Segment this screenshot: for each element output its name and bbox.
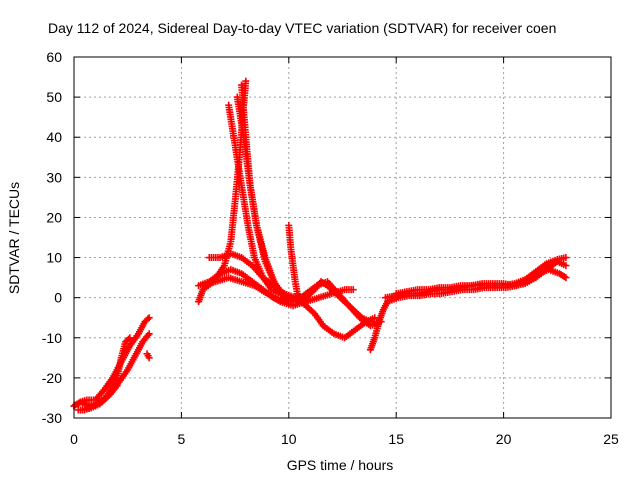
plus-markers — [392, 258, 570, 298]
series-spike-10 — [285, 221, 306, 306]
x-axis-label: GPS time / hours — [287, 457, 394, 473]
y-tick-label: 30 — [46, 169, 62, 185]
y-tick-label: -10 — [42, 330, 62, 346]
plus-markers — [238, 81, 297, 306]
x-tick-label: 20 — [496, 431, 512, 447]
y-tick-label: -30 — [42, 410, 62, 426]
plus-markers — [143, 350, 153, 362]
x-tick-label: 5 — [178, 431, 186, 447]
series-early-tail — [143, 350, 153, 362]
x-tick-label: 10 — [281, 431, 297, 447]
x-tick-labels: 0 5 10 15 20 25 — [70, 431, 619, 447]
y-tick-label: 60 — [46, 49, 62, 65]
x-tick-label: 0 — [70, 431, 78, 447]
plus-markers — [293, 278, 383, 326]
series-mid-decay-3 — [238, 81, 297, 306]
y-tick-label: 40 — [46, 129, 62, 145]
plot-frame — [73, 56, 612, 419]
grid-layer — [73, 56, 612, 419]
plus-markers — [381, 254, 570, 302]
y-tick-label: 10 — [46, 250, 62, 266]
x-tick-label: 25 — [603, 431, 619, 447]
y-axis-label: SDTVAR / TECUs — [6, 182, 22, 294]
x-tick-label: 15 — [388, 431, 404, 447]
y-tick-label: 20 — [46, 209, 62, 225]
y-tick-label: 50 — [46, 89, 62, 105]
series-late-band-1 — [381, 254, 570, 302]
plus-markers — [366, 298, 392, 354]
plus-markers — [285, 221, 306, 306]
plus-markers — [225, 101, 293, 302]
chart-title: Day 112 of 2024, Sidereal Day-to-day VTE… — [48, 20, 556, 36]
series-late-band-3 — [392, 258, 570, 298]
series-mid-decay-1 — [225, 101, 293, 302]
y-tick-label: 0 — [54, 290, 62, 306]
series-hump-11 — [293, 278, 383, 326]
y-tick-labels: -30 -20 -10 0 10 20 30 40 50 60 — [42, 49, 62, 426]
y-tick-label: -20 — [42, 370, 62, 386]
data-marks — [70, 77, 570, 414]
series-dip-14 — [366, 298, 392, 354]
